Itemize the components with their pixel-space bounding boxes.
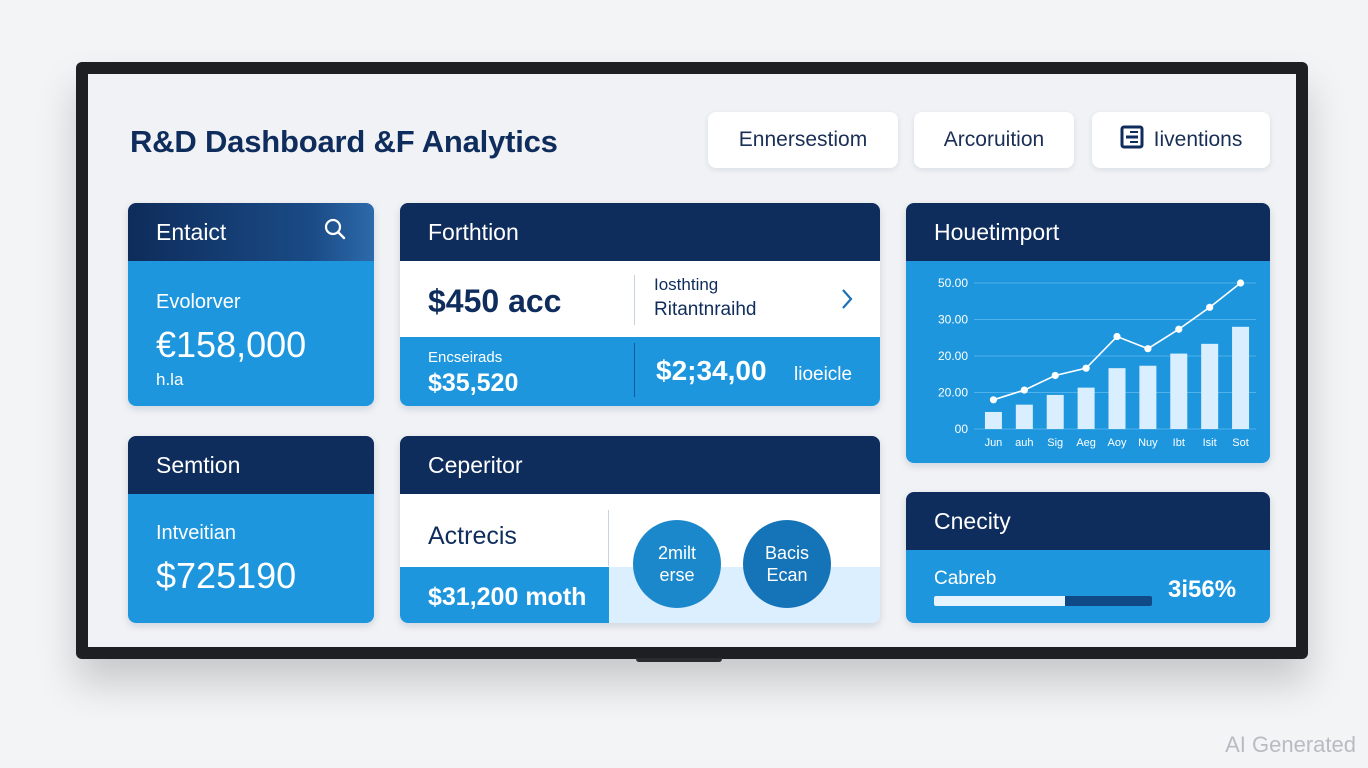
- x-tick-label: Sig: [1047, 437, 1063, 449]
- trend-point: [1051, 371, 1059, 380]
- forthtion-right-value: $2;34,00: [656, 355, 767, 386]
- ceperitor-label: Actrecis: [428, 522, 517, 550]
- chevron-right-icon[interactable]: [840, 287, 854, 316]
- semtion-card-title: Semtion: [156, 451, 241, 478]
- stat-circle[interactable]: 2milt erse: [633, 520, 721, 608]
- cnecity-card-header: Cnecity: [906, 492, 1270, 550]
- forthtion-note-line2: Ritantnraihd: [654, 299, 757, 320]
- houetimport-card-body: 00 20.00 20.00 30.00 50.00 Jun auh Sig Aeg Aoy Nuy…: [906, 261, 1270, 463]
- y-tick-label: 20.00: [938, 349, 968, 363]
- iiventions-button[interactable]: Iiventions: [1092, 112, 1270, 168]
- arcoruition-button-label: Arcoruition: [943, 128, 1045, 151]
- semtion-card-body: Intveitian $725190: [128, 494, 374, 623]
- progress-fill: [934, 596, 1065, 606]
- chart-bar: [1170, 353, 1188, 429]
- x-tick-label: Aeg: [1076, 437, 1096, 449]
- entaict-sub: h.la: [156, 370, 184, 389]
- x-tick-label: Sot: [1232, 437, 1249, 449]
- ceperitor-card-title: Ceperitor: [428, 451, 523, 478]
- stat-circle[interactable]: Bacis Ecan: [743, 520, 831, 608]
- chart-bar: [1046, 394, 1064, 429]
- houetimport-card-title: Houetimport: [934, 218, 1060, 245]
- forthtion-note-line1: Iosthting: [654, 275, 719, 294]
- ceperitor-value-strip: $31,200 moth: [400, 567, 609, 623]
- cnecity-card: Cnecity Cabreb 3i56%: [906, 492, 1270, 623]
- trend-point: [1175, 325, 1183, 333]
- trend-point: [1236, 279, 1245, 287]
- cnecity-card-body: Cabreb 3i56%: [906, 550, 1270, 623]
- houetimport-card-header: Houetimport: [906, 203, 1270, 261]
- semtion-label: Intveitian: [156, 522, 237, 544]
- x-tick-label: Nuy: [1138, 437, 1158, 449]
- chart-bar: [984, 411, 1002, 429]
- cnecity-card-title: Cnecity: [934, 507, 1011, 534]
- chart-bar: [1015, 404, 1033, 429]
- trend-point: [1206, 303, 1214, 311]
- iiventions-button-label: Iiventions: [1153, 128, 1243, 151]
- forthtion-card-title: Forthtion: [428, 218, 519, 245]
- stat-circle-line1: Bacis: [764, 543, 809, 563]
- ceperitor-card-header: Ceperitor: [400, 436, 880, 494]
- y-tick-label: 00: [955, 422, 969, 436]
- forthtion-bottom-row: Encseirads $35,520 $2;34,00 lioeicle: [400, 337, 880, 406]
- chart-bar: [1108, 368, 1126, 429]
- forthtion-right-label: lioeicle: [794, 364, 853, 385]
- chart-bar: [1077, 387, 1095, 429]
- bar-line-chart: 00 20.00 20.00 30.00 50.00 Jun auh Sig Aeg Aoy Nuy…: [938, 276, 1256, 449]
- trend-point: [1144, 345, 1152, 353]
- stat-circle-line2: Ecan: [766, 565, 808, 585]
- ennersestiom-button[interactable]: Ennersestiom: [708, 112, 898, 168]
- x-tick-label: Isit: [1203, 437, 1217, 449]
- entaict-card-header: Entaict: [128, 203, 374, 261]
- ceperitor-card-body: Actrecis $31,200 moth 2milt erse Bacis E…: [400, 494, 880, 623]
- entaict-label: Evolorver: [156, 291, 241, 313]
- grid-icon: [1120, 125, 1144, 155]
- trend-point: [1020, 386, 1028, 394]
- chart-bar: [1139, 365, 1157, 429]
- divider: [634, 343, 635, 397]
- forthtion-top-row: $450 acc Iosthting Ritantnraihd: [400, 261, 880, 337]
- ceperitor-card: Ceperitor Actrecis $31,200 moth 2milt er…: [400, 436, 880, 623]
- watermark: AI Generated: [1225, 732, 1356, 757]
- trend-point: [1082, 364, 1090, 372]
- x-tick-label: Aoy: [1108, 437, 1127, 449]
- y-tick-label: 30.00: [938, 313, 968, 327]
- arcoruition-button[interactable]: Arcoruition: [914, 112, 1074, 168]
- houetimport-card: Houetimport 00 20.00 20.00 30.00 50.00 Jun auh…: [906, 203, 1270, 463]
- forthtion-card-header: Forthtion: [400, 203, 880, 261]
- stat-circle-line1: 2milt: [657, 543, 696, 563]
- ennersestiom-button-label: Ennersestiom: [738, 128, 868, 151]
- progress-bar: [934, 596, 1152, 606]
- divider: [608, 510, 609, 566]
- x-tick-label: Ibt: [1173, 437, 1185, 449]
- page-title: R&D Dashboard &F Analytics: [130, 124, 558, 159]
- entaict-card-body: Evolorver €158,000 h.la: [128, 261, 374, 406]
- x-tick-label: Jun: [985, 437, 1003, 449]
- ceperitor-value: $31,200 moth: [428, 583, 587, 611]
- chart-bar: [1201, 343, 1219, 429]
- entaict-value: €158,000: [156, 324, 307, 365]
- entaict-card: Entaict Evolorver €158,000 h.la: [128, 203, 374, 406]
- chart-bar: [1232, 326, 1250, 429]
- entaict-card-title: Entaict: [156, 218, 227, 245]
- forthtion-sub-value: $35,520: [428, 369, 519, 397]
- trend-point: [989, 396, 998, 404]
- x-tick-label: auh: [1015, 437, 1033, 449]
- semtion-card: Semtion Intveitian $725190: [128, 436, 374, 623]
- forthtion-card: Forthtion $450 acc Iosthting Ritantnraih…: [400, 203, 880, 406]
- semtion-value: $725190: [156, 555, 297, 596]
- y-tick-label: 20.00: [938, 386, 968, 400]
- forthtion-top-value: $450 acc: [428, 283, 562, 319]
- divider: [634, 275, 635, 325]
- dashboard-screen: R&D Dashboard &F Analytics Ennersestiom …: [88, 74, 1296, 647]
- monitor-stand: [636, 658, 722, 662]
- stat-circle-line2: erse: [659, 565, 695, 585]
- trend-point: [1113, 332, 1121, 341]
- forthtion-sub-label: Encseirads: [428, 349, 503, 366]
- search-icon[interactable]: [324, 218, 346, 246]
- cnecity-label: Cabreb: [934, 568, 997, 589]
- cnecity-value: 3i56%: [1168, 576, 1237, 603]
- semtion-card-header: Semtion: [128, 436, 374, 494]
- y-tick-label: 50.00: [938, 276, 968, 290]
